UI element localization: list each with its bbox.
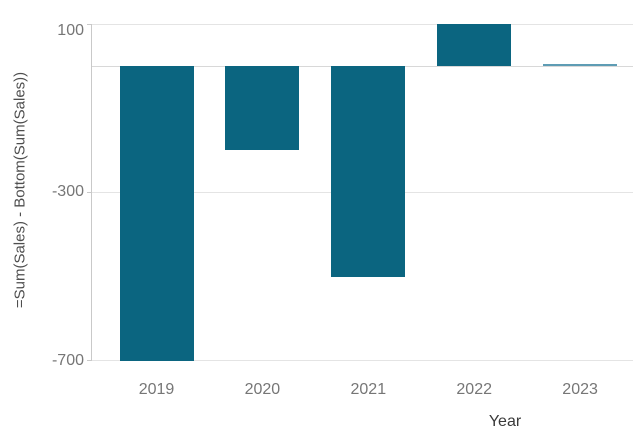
x-axis-title: Year: [488, 413, 522, 430]
bar-2020[interactable]: [225, 66, 300, 151]
bar-2023[interactable]: [543, 63, 618, 66]
x-tick-label-2020[interactable]: 2020: [244, 381, 281, 398]
y-tick-100: [87, 23, 92, 25]
bar-2021[interactable]: [331, 66, 406, 277]
bar-2019[interactable]: [119, 66, 194, 361]
y-tick--300: [87, 191, 92, 193]
y-tick-label--300: -300: [51, 183, 84, 201]
x-tick-label-2021[interactable]: 2021: [350, 381, 387, 398]
y-tick-label--700: -700: [51, 351, 84, 369]
y-tick--700: [87, 360, 92, 362]
x-tick-label-2022[interactable]: 2022: [456, 381, 492, 398]
y-axis-line: [91, 24, 92, 361]
gridline-100: [92, 23, 633, 25]
x-tick-label-2019[interactable]: 2019: [138, 381, 175, 398]
y-tick-label-100: 100: [57, 22, 84, 39]
bar-2022[interactable]: [437, 24, 512, 67]
x-tick-label-2023[interactable]: 2023: [562, 381, 598, 398]
